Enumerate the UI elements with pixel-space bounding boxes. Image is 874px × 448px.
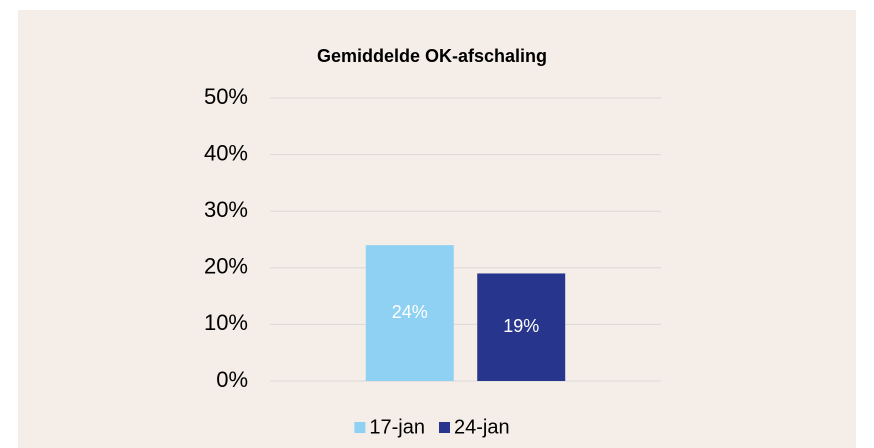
chart-title: Gemiddelde OK-afschaling	[317, 46, 547, 66]
legend-swatch	[439, 422, 450, 433]
y-tick-label: 20%	[204, 254, 248, 279]
y-tick-label: 50%	[204, 84, 248, 109]
y-tick-label: 0%	[216, 367, 248, 392]
y-tick-label: 30%	[204, 197, 248, 222]
data-label: 24%	[392, 302, 428, 322]
bar	[477, 273, 566, 381]
legend-label: 17-jan	[369, 416, 425, 438]
chart-background	[18, 10, 856, 448]
legend-swatch	[354, 422, 366, 433]
y-tick-label: 40%	[204, 140, 248, 165]
legend-label: 24-jan	[454, 416, 510, 438]
bar	[365, 245, 454, 381]
y-tick-label: 10%	[204, 310, 248, 335]
data-label: 19%	[503, 316, 539, 336]
legend: 17-jan 24-jan	[354, 416, 510, 438]
